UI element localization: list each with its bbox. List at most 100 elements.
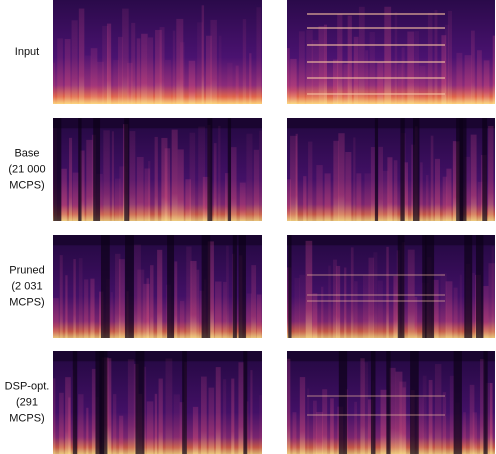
spectrogram-band	[492, 35, 495, 105]
spectrogram-band	[378, 146, 383, 221]
spectrogram-band	[202, 176, 210, 221]
spectrogram-band	[298, 31, 305, 104]
silence-gap	[232, 235, 237, 338]
spectrogram-band	[129, 131, 136, 221]
spectrogram-band	[330, 398, 334, 454]
spectrogram-band	[295, 133, 298, 221]
spectrogram-band	[259, 395, 262, 454]
spectrogram-band	[470, 134, 477, 221]
spectrogram-band	[386, 246, 389, 338]
spectrogram-band	[179, 402, 184, 454]
silence-gap	[72, 351, 78, 454]
spectrogram-band	[321, 286, 324, 338]
silence-gap	[207, 118, 213, 221]
spectrogram-band	[206, 35, 212, 104]
spectrogram-band	[476, 50, 482, 104]
spectrogram	[53, 0, 262, 105]
spectrogram-body	[287, 245, 495, 338]
spectrogram-band	[389, 367, 396, 454]
spectrogram-band	[164, 59, 171, 104]
spectrogram-band	[313, 400, 317, 454]
spectrogram-band	[483, 60, 490, 104]
spectrogram-band	[91, 368, 96, 454]
spectrogram-band	[365, 50, 369, 104]
spectrogram-band	[338, 133, 345, 221]
spectrogram-band	[201, 376, 207, 454]
spectrogram-band	[469, 384, 475, 454]
spectrogram-band	[363, 362, 369, 454]
row-label: Pruned	[9, 264, 44, 276]
spectrogram-band	[336, 265, 341, 338]
silence-gap	[135, 351, 145, 454]
spectrogram-band	[332, 59, 339, 104]
spectrogram	[287, 351, 495, 454]
spectrogram-band	[287, 358, 291, 454]
spectrogram-band	[189, 132, 196, 221]
spectrogram-band	[106, 358, 112, 454]
spectrogram-band	[333, 259, 337, 338]
spectrogram-band	[246, 401, 249, 454]
spectrogram-band	[224, 173, 230, 221]
silence-gap	[400, 118, 405, 221]
spectrogram-band	[79, 150, 85, 221]
spectrogram-band	[215, 367, 221, 454]
spectrogram-band	[180, 42, 185, 104]
spectrogram-band	[246, 293, 253, 338]
spectrogram-band	[345, 152, 352, 221]
spectrogram-band	[307, 388, 310, 454]
spectrogram-band	[369, 31, 375, 105]
spectrogram-band	[113, 394, 117, 454]
spectrogram-band	[159, 27, 165, 105]
spectrogram-band	[428, 379, 433, 454]
spectrogram-band	[356, 173, 362, 221]
spectrogram-band	[395, 371, 403, 454]
spectrogram-band	[384, 6, 392, 105]
spectrogram-band	[306, 30, 313, 104]
spectrogram-band	[387, 157, 393, 221]
spectrogram-band	[155, 29, 162, 104]
spectrogram-band	[337, 13, 343, 104]
spectrogram-band	[414, 296, 418, 338]
silence-gap	[182, 351, 187, 454]
spectrogram-band	[377, 280, 383, 338]
spectrogram-band	[419, 66, 426, 104]
spectrogram-band	[177, 149, 184, 221]
silence-gap	[53, 118, 62, 221]
spectrogram	[53, 235, 262, 338]
silence-gap	[93, 118, 101, 221]
spectrogram-band	[256, 294, 262, 338]
spectrogram-band	[353, 137, 356, 221]
silence-gap	[99, 351, 108, 454]
spectrogram-band	[84, 279, 89, 338]
spectrogram-band	[110, 292, 113, 338]
spectrogram-band	[127, 359, 135, 454]
spectrogram-band	[353, 36, 359, 104]
spectrogram-band	[446, 168, 452, 221]
spectrogram-band	[218, 35, 222, 105]
spectrogram-band	[71, 20, 78, 104]
spectrogram-band	[226, 245, 229, 338]
spectrogram-band	[259, 130, 262, 221]
spectrogram-band	[146, 401, 154, 454]
spectrogram-band	[137, 269, 145, 338]
row-label: MCPS)	[9, 412, 44, 424]
spectrogram-band	[434, 10, 438, 104]
spectrogram-band	[122, 8, 129, 104]
spectrogram-band	[367, 399, 373, 454]
spectrogram-band	[360, 358, 365, 454]
spectrogram-band	[294, 277, 300, 338]
spectrogram-band	[440, 273, 447, 338]
spectrogram-band	[459, 274, 462, 338]
spectrogram-band	[442, 392, 447, 454]
spectrogram-band	[207, 241, 214, 338]
spectrogram-band	[223, 281, 227, 338]
spectrogram-band	[311, 40, 319, 104]
spectrogram-band	[250, 370, 253, 454]
spectrogram-band	[118, 259, 125, 338]
spectrogram-band	[414, 31, 419, 105]
spectrogram-band	[196, 269, 200, 338]
row-label: Input	[15, 46, 39, 58]
spectrogram-band	[115, 178, 121, 221]
spectrogram-band	[447, 10, 452, 104]
